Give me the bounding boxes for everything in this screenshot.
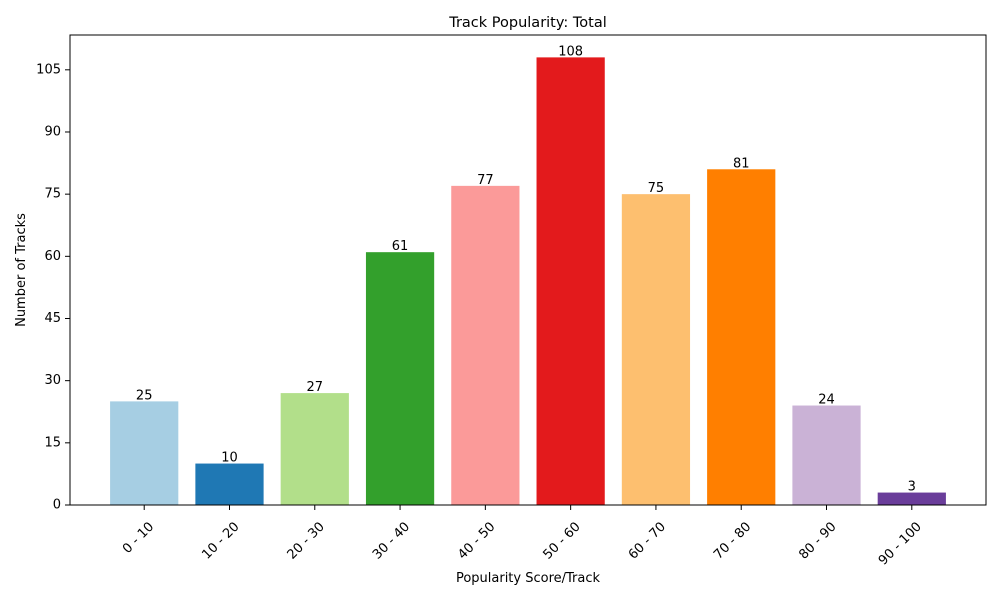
data-labels-layer: 25 10 27 61 77 108 75 81 24 3 bbox=[136, 44, 916, 494]
x-tick-label: 40 - 50 bbox=[455, 519, 498, 562]
bar-value-label: 10 bbox=[221, 451, 238, 466]
bar-10-20 bbox=[195, 463, 264, 505]
bar-value-label: 25 bbox=[136, 388, 153, 403]
bar-value-label: 3 bbox=[908, 480, 916, 495]
y-tick-label: 15 bbox=[44, 435, 61, 450]
y-tick-label: 30 bbox=[44, 373, 61, 388]
bar-20-30 bbox=[280, 393, 349, 505]
bar-80-90 bbox=[792, 405, 861, 505]
bar-90-100 bbox=[877, 492, 946, 505]
x-axis: 0 - 10 10 - 20 20 - 30 30 - 40 40 - 50 50 - 6… bbox=[120, 505, 925, 568]
x-tick-label: 0 - 10 bbox=[120, 519, 157, 556]
bar-value-label: 27 bbox=[307, 380, 324, 395]
plot-area: 25 10 27 61 77 108 75 81 24 3 bbox=[69, 34, 987, 506]
bar-value-label: 81 bbox=[733, 156, 750, 171]
y-tick-label: 105 bbox=[36, 62, 61, 77]
bar-40-50 bbox=[451, 185, 520, 505]
bar-value-label: 75 bbox=[648, 181, 665, 196]
y-tick-label: 90 bbox=[44, 124, 61, 139]
bar-30-40 bbox=[365, 252, 435, 505]
y-axis: 0 15 30 45 60 75 90 105 bbox=[36, 62, 70, 513]
x-tick-label: 70 - 80 bbox=[711, 519, 754, 562]
y-tick-label: 60 bbox=[44, 249, 61, 264]
plot-frame bbox=[69, 34, 987, 506]
bars-layer bbox=[110, 57, 946, 506]
y-tick-label: 0 bbox=[53, 498, 61, 513]
bar-value-label: 61 bbox=[392, 239, 409, 254]
x-tick-label: 30 - 40 bbox=[370, 519, 413, 562]
x-tick-label: 50 - 60 bbox=[541, 519, 584, 562]
x-tick-label: 90 - 100 bbox=[876, 519, 925, 568]
y-tick-label: 45 bbox=[44, 311, 61, 326]
bar-60-70 bbox=[621, 194, 691, 505]
bar-50-60 bbox=[536, 57, 605, 505]
bar-value-label: 108 bbox=[558, 44, 583, 59]
x-axis-label: Popularity Score/Track bbox=[456, 571, 601, 586]
bar-0-10 bbox=[110, 401, 179, 505]
x-tick-label: 60 - 70 bbox=[626, 519, 669, 562]
bar-value-label: 24 bbox=[818, 393, 835, 408]
bar-value-label: 77 bbox=[477, 173, 494, 188]
y-tick-label: 75 bbox=[44, 187, 61, 202]
x-tick-label: 80 - 90 bbox=[796, 519, 839, 562]
bar-70-80 bbox=[707, 169, 776, 506]
chart-title: Track Popularity: Total bbox=[448, 15, 607, 31]
x-tick-label: 10 - 20 bbox=[199, 519, 242, 562]
y-axis-label: Number of Tracks bbox=[14, 213, 29, 327]
x-tick-label: 20 - 30 bbox=[285, 519, 328, 562]
